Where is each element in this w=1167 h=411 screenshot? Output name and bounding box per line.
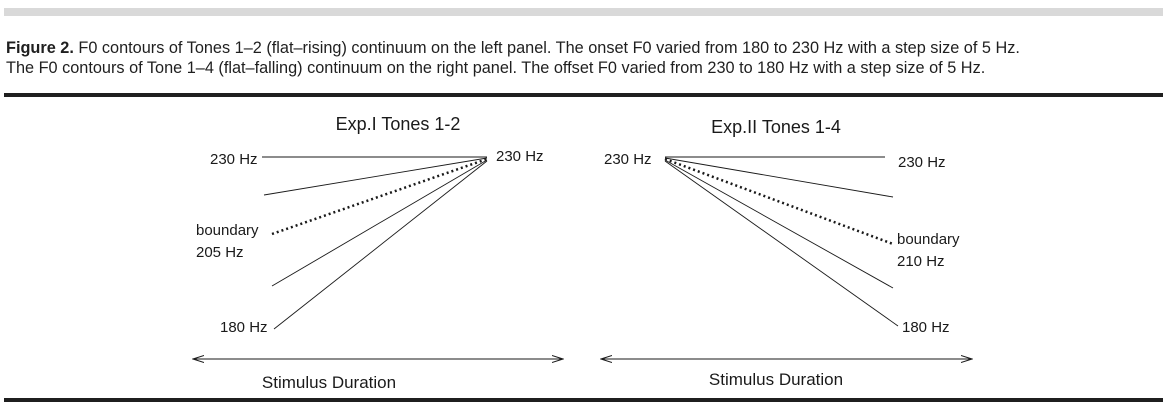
right-contour-215 [664,157,894,198]
left-boundary-value: 205 Hz [196,244,244,261]
right-panel: Exp.II Tones 1-4 230 Hz 230 Hz boundary … [601,117,972,389]
caption-label: Figure 2. [6,39,74,57]
figure-bottom-rule [4,398,1163,402]
left-onset-bottom-label: 180 Hz [220,319,268,336]
figure-caption: Figure 2. F0 contours of Tones 1–2 (flat… [6,38,1164,78]
left-axis-label: Stimulus Duration [262,373,396,392]
right-contour-boundary [664,157,894,246]
right-boundary-value: 210 Hz [897,253,945,270]
right-offset-top-label: 230 Hz [898,154,946,171]
right-onset-label: 230 Hz [604,151,652,168]
left-panel: Exp.I Tones 1-2 230 Hz 230 Hz boundary 2… [193,114,563,392]
caption-line-2: The F0 contours of Tone 1–4 (flat–fallin… [6,59,986,77]
left-offset-label: 230 Hz [496,148,544,165]
left-panel-title: Exp.I Tones 1-2 [336,114,461,134]
top-rule [4,8,1163,16]
left-contour-215 [263,157,488,196]
left-contour-195 [271,159,488,287]
right-boundary-label: boundary [897,231,960,248]
caption-text-1: F0 contours of Tones 1–2 (flat–rising) c… [73,39,1020,57]
right-contour-195 [664,159,894,289]
left-contour-180 [273,160,488,330]
figure-top-rule [4,93,1163,97]
left-onset-top-label: 230 Hz [210,151,258,168]
left-boundary-label: boundary [196,222,259,239]
right-axis-label: Stimulus Duration [709,370,843,389]
right-panel-title: Exp.II Tones 1-4 [711,117,841,137]
right-contour-180 [664,160,899,327]
right-offset-bottom-label: 180 Hz [902,319,950,336]
caption-line-1: Figure 2. F0 contours of Tones 1–2 (flat… [6,38,1164,58]
